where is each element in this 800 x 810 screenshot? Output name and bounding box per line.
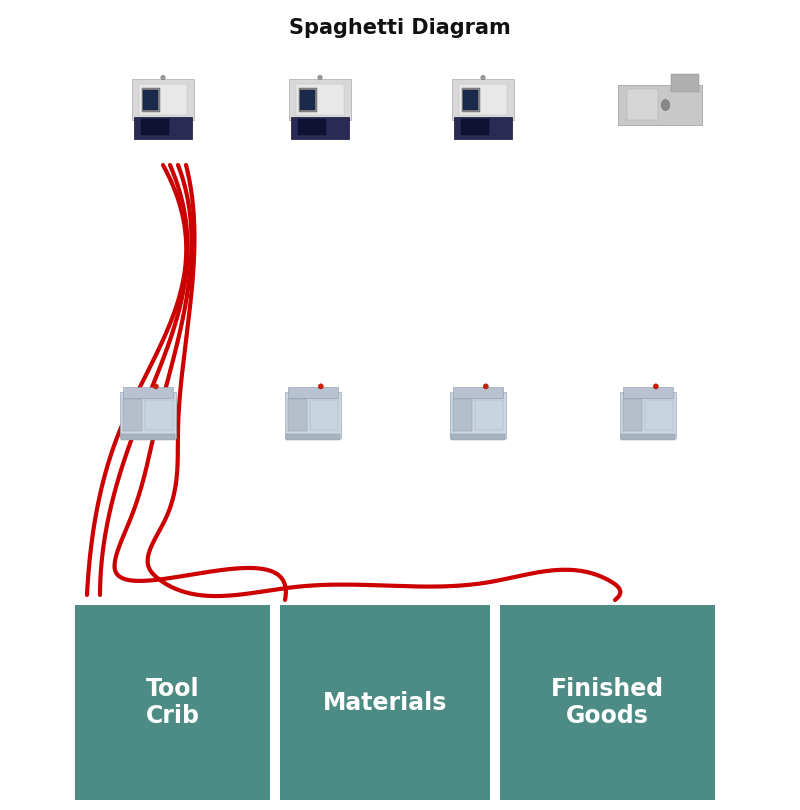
FancyBboxPatch shape: [475, 400, 503, 429]
FancyBboxPatch shape: [139, 83, 187, 115]
Circle shape: [481, 75, 485, 79]
FancyBboxPatch shape: [626, 89, 658, 121]
FancyBboxPatch shape: [143, 91, 158, 109]
FancyBboxPatch shape: [622, 387, 674, 398]
FancyBboxPatch shape: [462, 88, 480, 112]
FancyBboxPatch shape: [459, 83, 507, 115]
FancyBboxPatch shape: [463, 91, 478, 109]
FancyBboxPatch shape: [301, 91, 315, 109]
Circle shape: [653, 384, 658, 389]
FancyBboxPatch shape: [622, 399, 642, 431]
FancyBboxPatch shape: [453, 399, 472, 431]
Circle shape: [483, 384, 489, 389]
FancyBboxPatch shape: [310, 400, 338, 429]
FancyBboxPatch shape: [461, 119, 489, 135]
FancyBboxPatch shape: [454, 117, 512, 139]
FancyBboxPatch shape: [298, 88, 318, 112]
Circle shape: [161, 75, 165, 79]
Circle shape: [154, 384, 158, 389]
Circle shape: [318, 384, 323, 389]
FancyBboxPatch shape: [286, 434, 340, 441]
FancyBboxPatch shape: [287, 399, 306, 431]
FancyBboxPatch shape: [291, 117, 349, 139]
FancyBboxPatch shape: [296, 83, 344, 115]
Text: Spaghetti Diagram: Spaghetti Diagram: [289, 18, 511, 38]
FancyBboxPatch shape: [452, 79, 514, 120]
FancyBboxPatch shape: [453, 387, 503, 398]
FancyBboxPatch shape: [645, 400, 673, 429]
Text: Finished
Goods: Finished Goods: [551, 676, 664, 728]
FancyBboxPatch shape: [285, 392, 341, 438]
FancyBboxPatch shape: [287, 387, 338, 398]
FancyBboxPatch shape: [450, 392, 506, 438]
FancyBboxPatch shape: [134, 117, 192, 139]
FancyBboxPatch shape: [141, 119, 169, 135]
FancyBboxPatch shape: [618, 85, 702, 126]
Text: Materials: Materials: [323, 690, 447, 714]
FancyBboxPatch shape: [121, 434, 175, 441]
Text: Tool
Crib: Tool Crib: [146, 676, 199, 728]
FancyBboxPatch shape: [142, 88, 160, 112]
Circle shape: [318, 75, 322, 79]
FancyBboxPatch shape: [450, 434, 506, 441]
FancyBboxPatch shape: [670, 75, 699, 92]
FancyBboxPatch shape: [120, 392, 176, 438]
FancyBboxPatch shape: [289, 79, 351, 120]
FancyBboxPatch shape: [145, 400, 173, 429]
Bar: [75, 605, 270, 800]
Bar: [500, 605, 715, 800]
Ellipse shape: [662, 100, 670, 110]
FancyBboxPatch shape: [132, 79, 194, 120]
FancyBboxPatch shape: [298, 119, 326, 135]
FancyBboxPatch shape: [621, 434, 675, 441]
Bar: [280, 605, 490, 800]
FancyBboxPatch shape: [122, 399, 142, 431]
FancyBboxPatch shape: [620, 392, 676, 438]
FancyBboxPatch shape: [122, 387, 174, 398]
